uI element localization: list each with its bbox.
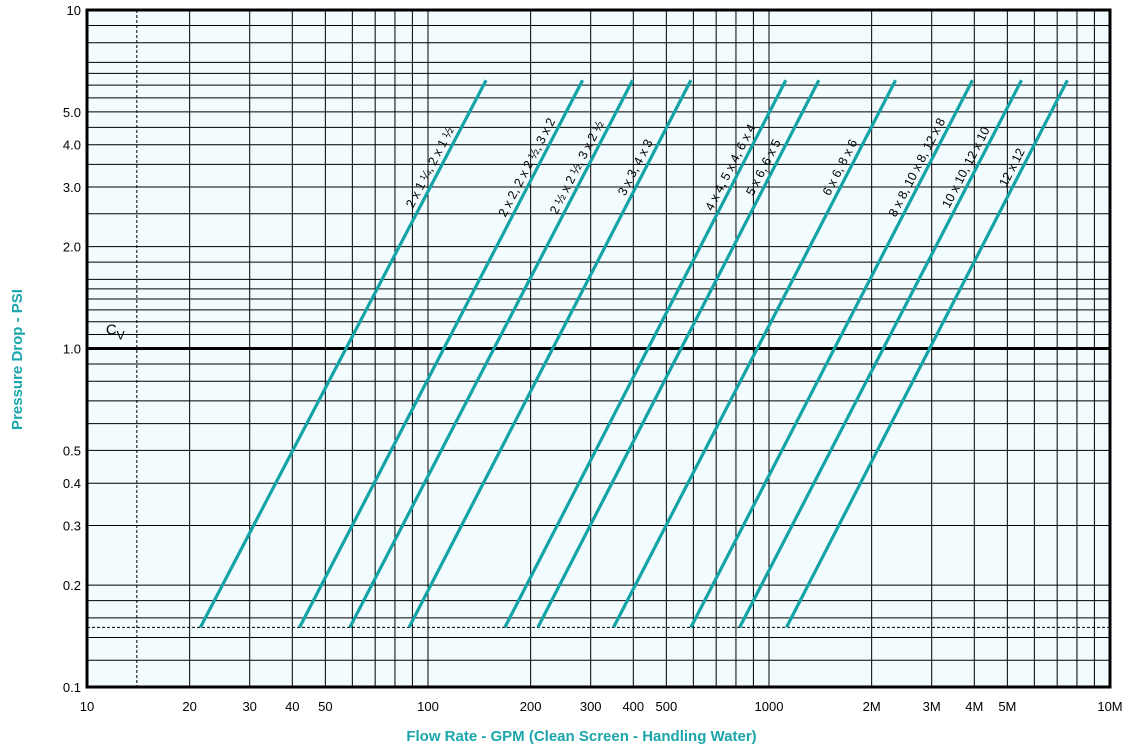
y-tick-label: 5.0 (63, 105, 81, 120)
x-tick-label: 400 (622, 699, 644, 714)
x-tick-label: 40 (285, 699, 299, 714)
y-tick-label: 1.0 (63, 342, 81, 357)
y-tick-label: 3.0 (63, 180, 81, 195)
x-tick-label: 3M (923, 699, 941, 714)
x-tick-label: 5M (998, 699, 1016, 714)
x-tick-label: 500 (655, 699, 677, 714)
series-lines (198, 79, 1069, 629)
series-line (536, 79, 821, 629)
series-line (198, 79, 488, 629)
x-tick-label: 30 (242, 699, 256, 714)
series-line (785, 79, 1069, 629)
x-tick-label: 100 (417, 699, 439, 714)
x-tick-label: 50 (318, 699, 332, 714)
y-axis-title: Pressure Drop - PSI (9, 289, 26, 430)
x-tick-labels: 10 20 30 40 50 100 200 300 400 500 1000 2M 3M 4M 5M 10M (80, 699, 1123, 714)
series-line (738, 79, 1023, 629)
y-tick-label: 10 (67, 3, 81, 18)
y-tick-label: 0.1 (63, 680, 81, 695)
x-tick-label: 10 (80, 699, 94, 714)
y-tick-label: 4.0 (63, 138, 81, 153)
x-tick-label: 10M (1097, 699, 1122, 714)
cv-label-subscript: V (117, 329, 125, 343)
x-tick-label: 200 (520, 699, 542, 714)
series-line (503, 79, 788, 629)
y-tick-label: 0.2 (63, 578, 81, 593)
y-tick-label: 2.0 (63, 240, 81, 255)
cv-label-main: C (106, 322, 117, 339)
reference-lines (87, 10, 1110, 687)
cv-label: CV (106, 322, 125, 343)
y-tick-labels: 0.1 0.2 0.3 0.4 0.5 1.0 2.0 3.0 4.0 5.0 10 (63, 3, 81, 695)
series-line (689, 79, 974, 629)
x-tick-label: 20 (182, 699, 196, 714)
y-tick-label: 0.5 (63, 443, 81, 458)
plot-frame (85, 8, 1112, 689)
series-line (407, 79, 693, 629)
y-tick-label: 0.3 (63, 518, 81, 533)
x-axis-title: Flow Rate - GPM (Clean Screen - Handling… (406, 728, 756, 745)
series-line (298, 79, 585, 629)
x-tick-label: 4M (965, 699, 983, 714)
series-line (348, 79, 634, 629)
x-tick-label: 300 (580, 699, 602, 714)
y-tick-label: 0.4 (63, 476, 81, 491)
x-tick-label: 1000 (755, 699, 784, 714)
x-tick-label: 2M (863, 699, 881, 714)
series-line (612, 79, 897, 629)
